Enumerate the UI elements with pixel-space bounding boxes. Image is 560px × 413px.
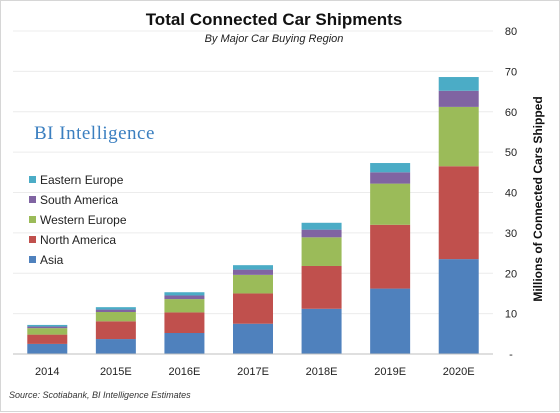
x-tick-label-2020e: 2020E [443, 366, 475, 378]
bar-asia-2017e [233, 323, 273, 354]
chart-title: Total Connected Car Shipments [146, 10, 403, 29]
legend-label-south-america: South America [40, 193, 118, 207]
bar-south-america-2018e [301, 229, 342, 238]
bar-eastern-europe-2015e [95, 307, 136, 310]
legend-label-north-america: North America [40, 233, 116, 247]
y-axis-label: Millions of Connected Cars Shipped [531, 96, 545, 301]
bar-asia-2020e [438, 259, 479, 354]
bi-intelligence-watermark: BI Intelligence [34, 123, 155, 144]
y-tick-label: 20 [505, 268, 517, 280]
bar-north-america-2020e [438, 166, 479, 260]
legend-swatch-south-america [29, 196, 36, 203]
legend-swatch-asia [29, 256, 36, 263]
bar-eastern-europe-2017e [233, 265, 273, 270]
bar-western-europe-2020e [438, 106, 479, 167]
bar-north-america-2015e [95, 321, 136, 340]
y-tick-label: 50 [505, 147, 517, 159]
bar-eastern-europe-2020e [438, 77, 479, 91]
y-tick-label: 80 [505, 26, 517, 38]
legend-swatch-north-america [29, 236, 36, 243]
bar-western-europe-2018e [301, 237, 342, 266]
bar-north-america-2017e [233, 293, 273, 324]
bar-asia-2016e [164, 333, 205, 354]
bar-western-europe-2015e [95, 312, 136, 322]
bar-asia-2019e [370, 288, 411, 354]
bar-south-america-2020e [438, 90, 479, 107]
x-tick-label-2018e: 2018E [306, 366, 338, 378]
x-tick-label-2015e: 2015E [100, 366, 132, 378]
bar-north-america-2014 [27, 334, 68, 344]
bar-eastern-europe-2016e [164, 292, 205, 296]
legend-swatch-eastern-europe [29, 176, 36, 183]
legend: Eastern Europe South America Western Europ… [29, 173, 127, 267]
legend-label-eastern-europe: Eastern Europe [40, 173, 124, 187]
x-tick-label-2014: 2014 [35, 366, 59, 378]
y-tick-label: - [509, 349, 513, 361]
source-note: Source: Scotiabank, BI Intelligence Esti… [9, 390, 191, 400]
bar-south-america-2017e [233, 269, 273, 275]
y-tick-label: 60 [505, 107, 517, 119]
x-tick-label-2016e: 2016E [169, 366, 201, 378]
bar-north-america-2016e [164, 312, 205, 334]
y-tick-label: 70 [505, 66, 517, 78]
legend-label-western-europe: Western Europe [40, 213, 127, 227]
y-tick-labels: - 10 20 30 40 50 60 70 80 [505, 26, 517, 361]
gridlines [13, 30, 493, 315]
legend-swatch-western-europe [29, 216, 36, 223]
bar-north-america-2019e [370, 224, 411, 289]
bar-south-america-2014 [27, 326, 68, 329]
bar-north-america-2018e [301, 265, 342, 309]
bar-western-europe-2017e [233, 274, 273, 294]
bar-south-america-2016e [164, 295, 205, 300]
y-tick-label: 30 [505, 228, 517, 240]
bar-asia-2014 [27, 343, 68, 354]
bar-western-europe-2014 [27, 328, 68, 335]
x-tick-label-2017e: 2017E [237, 366, 269, 378]
bar-south-america-2015e [95, 309, 136, 313]
bar-south-america-2019e [370, 172, 411, 184]
bar-eastern-europe-2019e [370, 163, 411, 173]
bar-western-europe-2016e [164, 299, 205, 313]
legend-label-asia: Asia [40, 253, 64, 267]
bars [27, 77, 479, 354]
y-tick-label: 40 [505, 188, 517, 200]
x-tick-label-2019e: 2019E [374, 366, 406, 378]
chart-subtitle: By Major Car Buying Region [205, 33, 344, 45]
bar-western-europe-2019e [370, 183, 411, 225]
bar-asia-2018e [301, 308, 342, 354]
x-tick-labels: 2014 2015E 2016E 2017E 2018E 2019E 2020E [35, 366, 475, 378]
y-tick-label: 10 [505, 309, 517, 321]
bar-eastern-europe-2018e [301, 222, 342, 230]
bar-asia-2015e [95, 339, 136, 354]
bar-eastern-europe-2014 [27, 324, 68, 327]
